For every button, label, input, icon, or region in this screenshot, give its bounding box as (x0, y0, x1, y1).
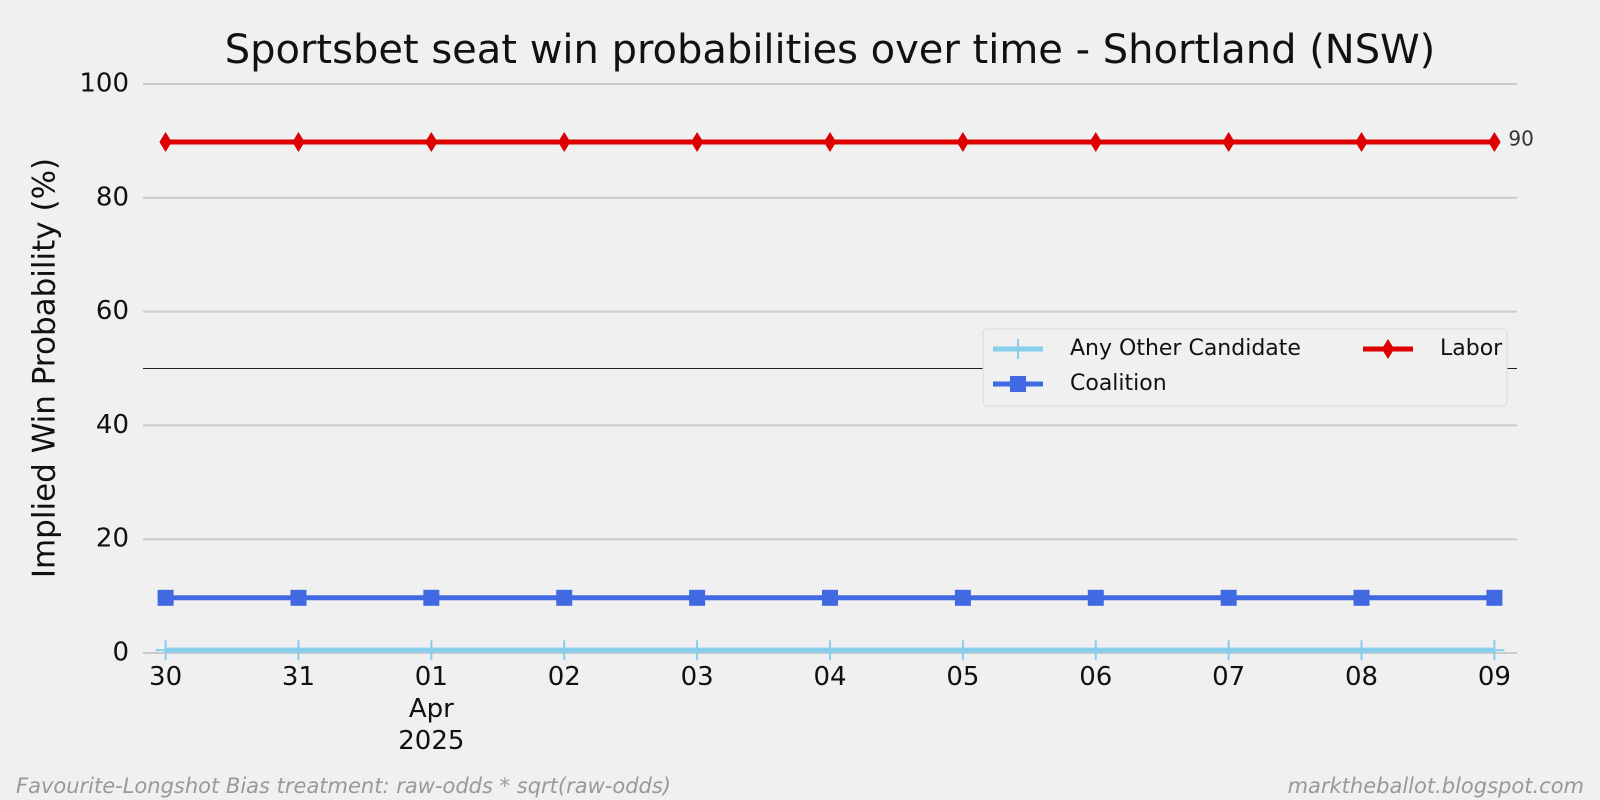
marker (157, 589, 174, 606)
footnote-right: marktheballot.blogspot.com (1288, 774, 1584, 798)
marker (155, 640, 176, 661)
marker (425, 132, 438, 153)
marker (687, 640, 708, 661)
marker (554, 640, 575, 661)
marker (690, 132, 704, 153)
marker (1355, 132, 1368, 153)
legend-label: Any Other Candidate (1070, 336, 1301, 361)
marker (820, 640, 840, 661)
y-tick-label: 40 (96, 410, 129, 440)
legend-label: Coalition (1070, 371, 1167, 396)
marker (1353, 589, 1370, 606)
x-tick-label: 30 (149, 662, 183, 692)
y-tick-label: 100 (79, 69, 129, 99)
marker (421, 640, 442, 661)
marker (823, 132, 837, 153)
legend-marker (1381, 339, 1395, 359)
marker (1222, 132, 1235, 153)
marker (1218, 640, 1239, 661)
x-tick-label: 03 (680, 662, 714, 692)
marker (689, 589, 706, 606)
y-tick-label: 0 (112, 638, 129, 668)
x-tick-label: 02 (547, 662, 581, 692)
marker (1089, 132, 1102, 153)
marker (1085, 640, 1106, 661)
marker (292, 132, 305, 153)
marker (1351, 640, 1372, 661)
y-axis-label: Implied Win Probability (%) (27, 158, 63, 578)
marker (290, 589, 307, 606)
y-tick-label: 60 (96, 296, 129, 326)
marker (423, 589, 440, 606)
y-tick-label: 80 (96, 182, 129, 212)
marker (558, 132, 571, 153)
x-tick-label: 06 (1079, 662, 1113, 692)
marker (159, 132, 172, 153)
marker (956, 132, 970, 153)
footnote-left: Favourite-Longshot Bias treatment: raw-o… (16, 774, 671, 798)
marker (1488, 132, 1501, 153)
x-tick-label: 05 (946, 662, 980, 692)
marker (1087, 589, 1104, 606)
value-label: 90 (1508, 127, 1533, 151)
marker (952, 640, 973, 661)
marker (822, 589, 838, 606)
marker (288, 640, 309, 661)
legend-label: Labor (1440, 336, 1503, 361)
x-tick-label: 01 Apr 2025 (398, 662, 465, 756)
legend-marker (1008, 339, 1028, 359)
x-tick-label: 07 (1212, 662, 1246, 692)
marker (1484, 640, 1505, 661)
x-tick-label: 09 (1477, 662, 1511, 692)
legend-marker (1010, 376, 1026, 392)
y-tick-label: 20 (96, 524, 129, 554)
marker (954, 589, 971, 606)
marker (556, 589, 573, 606)
x-tick-label: 04 (813, 662, 847, 692)
marker (1220, 589, 1237, 606)
x-tick-label: 31 (281, 662, 316, 692)
chart-title: Sportsbet seat win probabilities over ti… (225, 27, 1436, 73)
marker (1486, 589, 1503, 606)
x-tick-label: 08 (1344, 662, 1379, 692)
